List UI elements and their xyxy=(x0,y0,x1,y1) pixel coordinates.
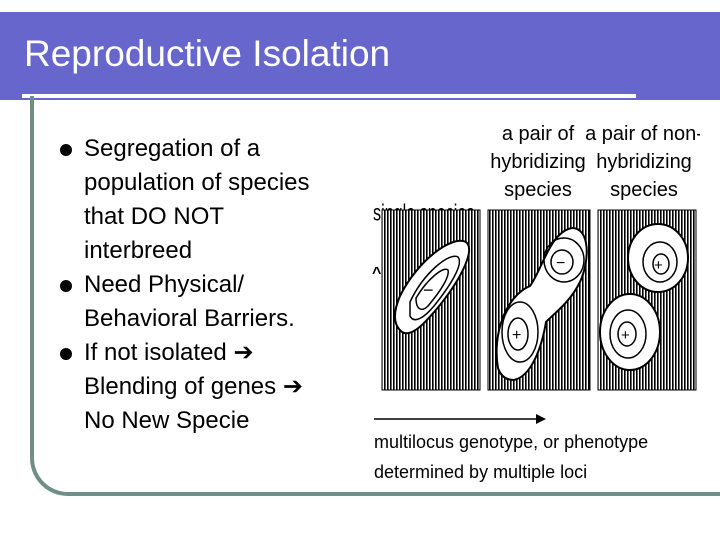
bullet-text: Need Physical/ xyxy=(84,271,245,298)
slide-title: Reproductive Isolation xyxy=(24,33,391,74)
panel-single-species: − xyxy=(381,209,481,391)
panel-hybridizing: − + xyxy=(487,209,591,391)
bullet-item: If not isolated ➔ Blending of genes ➔ No… xyxy=(60,336,360,438)
bullet-text: Blending of genes xyxy=(84,373,277,400)
header-hybrid-line3: species xyxy=(504,179,572,201)
bullet-text: If not isolated xyxy=(84,339,227,366)
bullet-dot-icon xyxy=(60,144,72,156)
y-axis-arrow-icon: ^ xyxy=(372,265,381,282)
bullet-text: Segregation of a xyxy=(84,135,261,162)
caption-line1: multilocus genotype, or phenotype xyxy=(374,432,648,452)
header-nonhybrid-line1: a pair of non- xyxy=(585,123,700,145)
caption-line2: determined by multiple loci xyxy=(374,462,587,482)
bullet-text: that DO NOT xyxy=(84,203,225,230)
bullet-dot-icon xyxy=(60,348,72,360)
x-axis-arrow-icon xyxy=(536,414,546,424)
bullet-text: interbreed xyxy=(84,237,193,264)
arrow-right-icon: ➔ xyxy=(233,339,254,366)
bullet-dot-icon xyxy=(60,280,72,292)
bullet-text: population of species xyxy=(84,169,310,196)
bullet-text: No New Specie xyxy=(84,407,250,434)
title-underline xyxy=(22,94,636,98)
bullet-text: Behavioral Barriers. xyxy=(84,305,295,332)
speciation-figure: single species a pair of hybridizing spe… xyxy=(372,123,700,482)
bullet-item: Segregation of a population of species t… xyxy=(60,132,360,268)
header-nonhybrid-line2: hybridizing xyxy=(596,151,692,173)
bullet-list: Segregation of a population of species t… xyxy=(60,132,360,438)
plus-symbol: + xyxy=(621,327,630,344)
plus-symbol: + xyxy=(654,257,663,274)
arrow-right-icon: ➔ xyxy=(282,373,303,400)
header-hybrid-line2: hybridizing xyxy=(490,151,586,173)
header-nonhybrid-line3: species xyxy=(610,179,678,201)
header-hybrid-line1: a pair of xyxy=(502,123,575,145)
minus-symbol: − xyxy=(423,280,434,300)
content-frame xyxy=(30,96,720,496)
minus-symbol: − xyxy=(556,255,565,272)
bullet-item: Need Physical/ Behavioral Barriers. xyxy=(60,268,360,336)
plus-symbol: + xyxy=(512,327,521,344)
panel-nonhybridizing: + + xyxy=(597,209,697,391)
title-bar xyxy=(0,12,720,100)
